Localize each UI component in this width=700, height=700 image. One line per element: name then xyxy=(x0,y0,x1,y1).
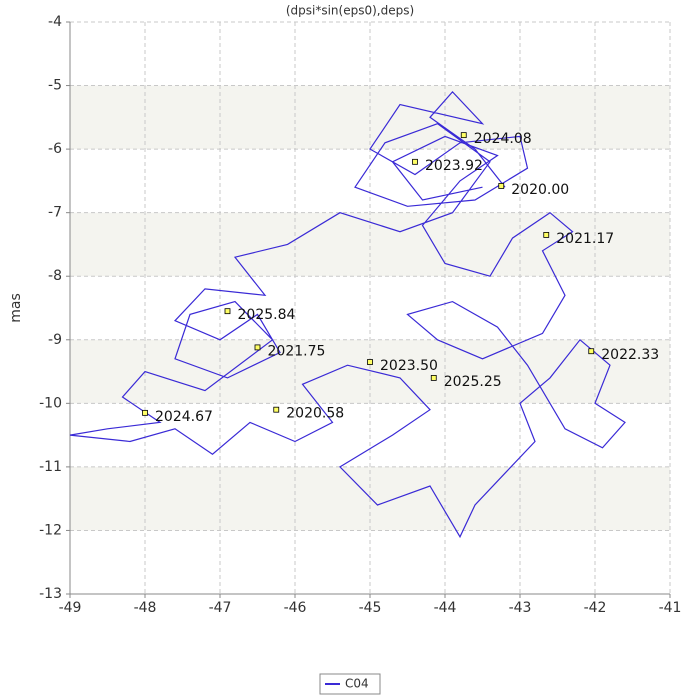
annotation-marker xyxy=(498,183,505,189)
annotation-label: 2024.08 xyxy=(474,131,532,147)
grid-band xyxy=(70,212,670,277)
grid-band xyxy=(70,339,670,404)
x-tick-label: -49 xyxy=(59,600,82,616)
series-line xyxy=(69,91,626,539)
x-tick-label: -47 xyxy=(209,600,232,616)
annotation-label: 2024.67 xyxy=(155,409,213,425)
annotation-label: 2025.25 xyxy=(444,374,502,390)
annotation-label: 2020.00 xyxy=(511,182,569,198)
annotation-marker xyxy=(254,344,261,351)
annotation-marker xyxy=(412,158,418,165)
annotation-marker xyxy=(430,375,437,381)
annotation-marker xyxy=(367,359,373,365)
y-axis-label: mas xyxy=(8,293,24,323)
annotation-marker xyxy=(588,348,595,355)
y-tick-label: -13 xyxy=(39,586,62,602)
chart-title: (dpsi*sin(eps0),deps) xyxy=(286,4,414,18)
y-tick-label: -12 xyxy=(39,522,62,538)
annotation-marker xyxy=(273,406,280,413)
annotation-label: 2022.33 xyxy=(601,347,659,363)
x-tick-label: -48 xyxy=(134,600,157,616)
annotation-label: 2020.58 xyxy=(286,406,344,422)
y-tick-label: -5 xyxy=(48,78,62,94)
annotation-marker xyxy=(543,232,550,238)
y-tick-label: -4 xyxy=(48,14,62,30)
x-tick-label: -44 xyxy=(434,600,457,616)
y-tick-label: -8 xyxy=(48,268,62,284)
y-tick-label: -7 xyxy=(48,205,62,221)
y-tick-label: -9 xyxy=(48,332,62,348)
y-tick-label: -6 xyxy=(48,141,62,157)
annotation-label: 2021.75 xyxy=(268,343,326,359)
annotation-marker xyxy=(224,308,231,315)
legend: C04 xyxy=(319,673,381,695)
grid-band xyxy=(70,85,670,150)
x-tick-label: -46 xyxy=(284,600,307,616)
x-tick-label: -45 xyxy=(359,600,382,616)
annotation-label: 2023.92 xyxy=(425,158,483,174)
y-tick-label: -11 xyxy=(39,459,62,475)
y-tick-label: -10 xyxy=(39,395,62,411)
x-tick-label: -41 xyxy=(659,600,682,616)
legend-label: C04 xyxy=(345,677,369,691)
annotation-marker xyxy=(460,132,467,139)
annotation-label: 2021.17 xyxy=(556,231,614,247)
annotation-label: 2025.84 xyxy=(238,307,296,323)
annotation-label: 2023.50 xyxy=(380,358,438,374)
x-tick-label: -42 xyxy=(584,600,607,616)
annotation-marker xyxy=(142,409,148,416)
legend-box xyxy=(319,673,381,695)
x-tick-label: -43 xyxy=(509,600,532,616)
